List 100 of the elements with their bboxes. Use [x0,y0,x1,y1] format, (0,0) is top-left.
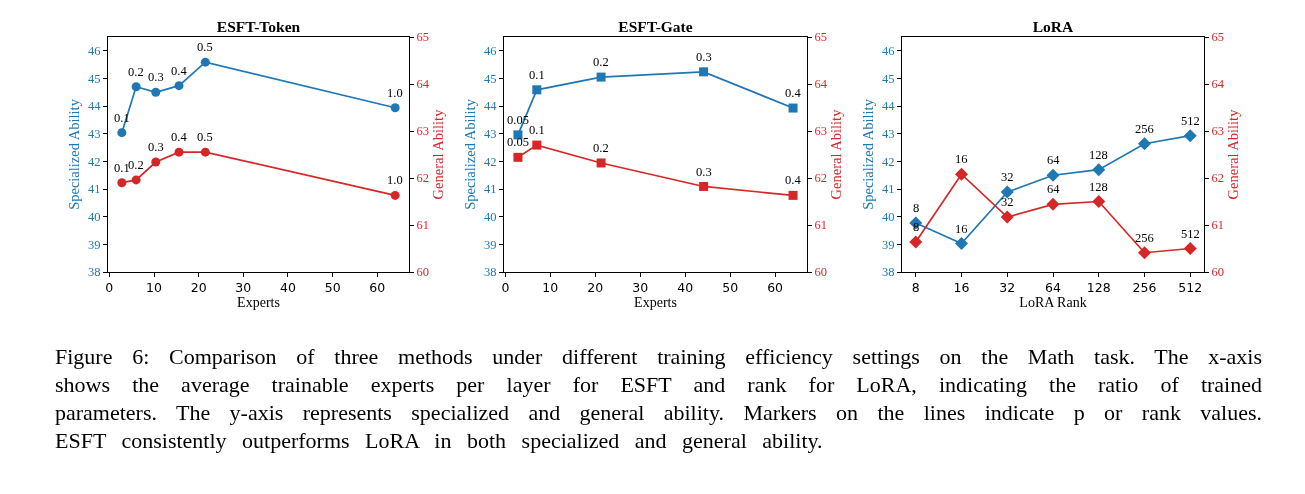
y2-axis-title: General Ability [430,108,447,200]
y-tick-label: 41 [88,182,101,197]
point [131,82,141,92]
y-axis-title: Specialized Ability [860,98,877,210]
x-tick-label: 0 [105,280,114,295]
point [117,178,127,188]
point [390,103,400,113]
y-tick-label: 45 [882,71,895,86]
x-tick-label: 20 [587,280,604,295]
y-tick-label: 46 [882,44,895,59]
point [390,190,400,200]
y2-tick-label: 64 [416,77,430,92]
y-tick-label: 39 [484,237,497,252]
x-axis-title: Experts [634,295,677,311]
annotation: 8 [913,201,920,215]
y-tick-label: 42 [484,154,497,169]
y2-tick-label: 61 [416,218,429,233]
y-tick-label: 46 [484,44,497,59]
chart-title: LoRA [1032,18,1075,35]
y-tick-label: 41 [484,182,497,197]
annotation: 64 [1047,182,1061,196]
point [532,85,542,95]
point [1092,163,1106,177]
annotation: 0.5 [197,40,213,54]
annotation: 64 [1047,153,1061,167]
y2-tick-label: 60 [1211,265,1224,280]
x-tick-label: 60 [767,280,784,295]
x-tick-label: 20 [190,280,207,295]
annotation: 0.1 [529,68,545,82]
y2-tick-label: 61 [814,218,827,233]
annotation: 256 [1135,231,1154,245]
chart-title: ESFT-Gate [618,18,693,35]
point [596,158,606,168]
x-tick-label: 256 [1132,280,1157,295]
point [954,167,968,181]
y-axis-title: Specialized Ability [462,98,479,210]
y2-tick-label: 64 [1211,77,1225,92]
point [1000,210,1014,224]
y-tick-label: 43 [88,127,101,142]
y-tick-label: 42 [882,154,895,169]
y-tick-label: 40 [882,210,895,225]
annotation: 0.3 [148,140,164,154]
x-axis-title: LoRA Rank [1019,295,1087,311]
x-tick-label: 60 [369,280,386,295]
y2-tick-label: 65 [416,30,429,45]
point [1138,246,1152,260]
y2-tick-label: 65 [1211,30,1224,45]
y2-tick-label: 62 [416,171,429,186]
point [788,103,798,113]
point [131,175,141,185]
y-tick-label: 43 [484,127,497,142]
y-tick-label: 46 [88,44,101,59]
y2-axis-title: General Ability [828,108,845,200]
annotation: 0.2 [593,55,609,69]
x-tick-label: 128 [1086,280,1111,295]
point [174,81,184,91]
annotation: 0.3 [696,165,712,179]
y-tick-label: 44 [882,99,896,114]
x-axis-title: Experts [237,295,280,311]
y2-tick-label: 63 [814,124,827,139]
x-tick-label: 8 [911,280,920,295]
x-tick-label: 40 [280,280,296,295]
x-tick-label: 10 [542,280,559,295]
annotation: 0.4 [171,64,188,78]
x-tick-label: 30 [632,280,649,295]
annotation: 16 [955,222,968,236]
y2-tick-label: 65 [814,30,827,45]
point [699,181,709,191]
y-tick-label: 39 [882,237,895,252]
annotation: 512 [1181,114,1200,128]
caption: Figure 6: Comparison of three methods under different training efficiency settings on the Math task. The x-axis shows the average trainable experts per layer for ESFT and rank for LoRA, indicating the ratio of trained parameters. The y-axis represents specialized and general ability. Markers on the lines indicate p or rank values. ESFT consistently outperforms LoRA in both specialized and general ability. [55,343,1262,455]
point [954,237,968,251]
point [1000,185,1014,199]
y-tick-label: 44 [88,99,102,114]
annotation: 32 [1001,195,1014,209]
y-tick-label: 40 [484,210,497,225]
y-tick-label: 45 [88,71,101,86]
x-tick-label: 64 [1045,280,1061,295]
x-tick-label: 10 [146,280,162,295]
y-tick-label: 38 [882,265,895,280]
x-tick-label: 30 [235,280,252,295]
chart-title: ESFT-Token [216,18,301,35]
y2-tick-label: 63 [416,124,429,139]
annotation: 128 [1089,180,1108,194]
annotation: 1.0 [387,173,403,187]
annotation: 0.2 [593,141,609,155]
y2-axis-title: General Ability [1225,108,1242,200]
annotation: 0.4 [785,86,802,100]
y-tick-label: 43 [882,127,895,142]
point [909,235,923,249]
annotation: 0.1 [529,123,545,137]
point [174,147,184,157]
point [1183,129,1197,143]
annotation: 16 [955,152,968,166]
point [117,128,127,138]
y-tick-label: 42 [88,154,101,169]
y-tick-label: 38 [484,265,497,280]
x-tick-label: 16 [953,280,970,295]
y-tick-label: 39 [88,237,101,252]
point [1046,168,1060,182]
